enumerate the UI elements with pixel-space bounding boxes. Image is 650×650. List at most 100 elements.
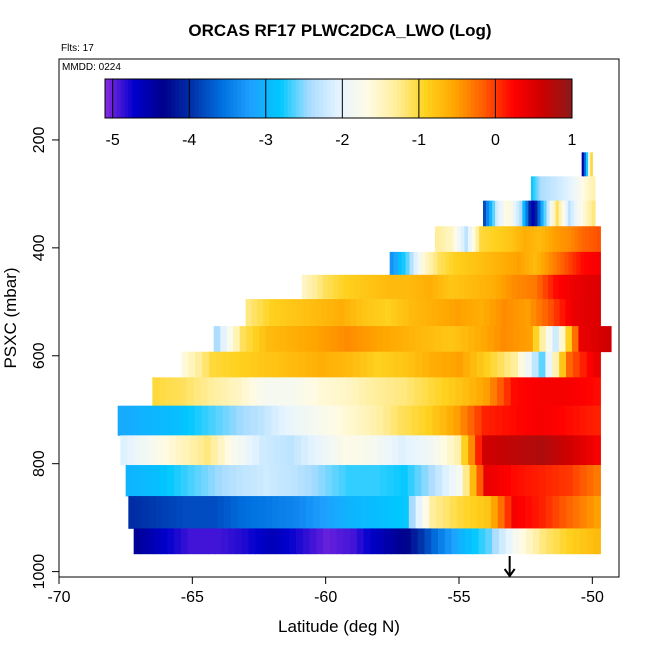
heat-cell bbox=[533, 176, 537, 202]
heat-cell bbox=[552, 496, 560, 529]
heat-cell bbox=[504, 351, 512, 378]
heat-cell bbox=[436, 496, 444, 529]
heat-cell bbox=[586, 465, 595, 497]
heat-cell bbox=[146, 465, 154, 497]
heat-cell bbox=[250, 405, 259, 436]
heat-cell bbox=[208, 465, 216, 497]
heat-cell bbox=[237, 496, 246, 529]
heat-cell bbox=[142, 496, 150, 529]
heat-cell bbox=[449, 226, 454, 253]
heat-cell bbox=[427, 274, 434, 300]
heat-cell bbox=[537, 176, 541, 202]
heat-cell bbox=[519, 326, 527, 353]
colorbar-segment bbox=[521, 79, 526, 118]
heat-cell bbox=[342, 435, 351, 466]
heat-cell bbox=[545, 465, 553, 497]
heat-cell bbox=[389, 251, 395, 276]
heat-cell bbox=[568, 176, 572, 202]
heat-cell bbox=[346, 351, 354, 378]
heat-cell bbox=[299, 496, 307, 529]
heat-cell bbox=[361, 299, 369, 327]
heat-cell bbox=[334, 405, 343, 436]
heat-cell bbox=[444, 528, 453, 555]
heat-cell bbox=[495, 274, 502, 300]
colorbar-segment bbox=[564, 79, 569, 118]
heat-cell bbox=[229, 405, 238, 436]
heat-cell bbox=[440, 435, 448, 466]
heat-cell bbox=[437, 251, 442, 276]
heat-cell bbox=[483, 465, 491, 497]
heat-cell bbox=[239, 326, 247, 353]
heat-cell bbox=[518, 299, 526, 327]
heat-cell bbox=[539, 176, 543, 202]
heat-cell bbox=[508, 251, 514, 276]
heat-cell bbox=[561, 176, 565, 202]
heat-cell bbox=[251, 299, 258, 327]
colorbar-segment bbox=[420, 79, 425, 118]
colorbar-segment bbox=[501, 79, 507, 118]
heat-cell bbox=[545, 377, 553, 407]
colorbar-segment bbox=[260, 79, 266, 118]
heat-cell bbox=[517, 351, 526, 378]
heat-cell bbox=[343, 528, 351, 555]
heat-cell bbox=[434, 377, 443, 407]
heat-cell bbox=[536, 299, 543, 327]
heat-cell bbox=[152, 377, 160, 407]
heat-cell bbox=[497, 465, 505, 497]
heat-cell bbox=[550, 176, 554, 202]
heat-cell bbox=[271, 405, 280, 436]
heat-cell bbox=[489, 200, 493, 227]
heat-cell bbox=[509, 405, 517, 436]
heat-cell bbox=[189, 496, 198, 529]
heat-cell bbox=[596, 251, 601, 276]
heat-cell bbox=[565, 465, 574, 497]
heat-cell bbox=[264, 351, 272, 378]
heat-cell bbox=[564, 251, 570, 276]
heat-cell bbox=[250, 351, 258, 378]
colorbar-segment bbox=[330, 79, 336, 118]
heat-cell bbox=[577, 299, 584, 327]
heat-cell bbox=[421, 251, 427, 276]
heat-cell bbox=[489, 435, 497, 466]
heat-cell bbox=[208, 405, 217, 436]
heat-cell bbox=[585, 200, 590, 227]
heat-cell bbox=[574, 226, 579, 253]
heat-cell bbox=[196, 435, 205, 466]
heat-cell bbox=[484, 496, 492, 529]
y-tick-label: 1000 bbox=[31, 554, 48, 590]
heat-cell bbox=[580, 528, 588, 555]
heat-cell bbox=[187, 528, 196, 555]
heat-cell bbox=[545, 226, 550, 253]
heat-cell bbox=[460, 299, 468, 327]
heat-cell bbox=[483, 377, 491, 407]
heat-cell bbox=[439, 405, 448, 436]
heat-cell bbox=[433, 251, 438, 276]
heat-cell bbox=[404, 405, 413, 436]
heat-cell bbox=[390, 405, 399, 436]
heat-cell bbox=[222, 405, 231, 436]
heat-cell bbox=[478, 528, 486, 555]
heat-cell bbox=[278, 326, 286, 353]
heat-cell bbox=[213, 326, 221, 353]
heat-cell bbox=[530, 405, 538, 436]
colorbar-segment bbox=[509, 79, 515, 118]
heat-cell bbox=[469, 377, 477, 407]
heat-cell bbox=[582, 200, 587, 227]
colorbar-segment bbox=[451, 79, 456, 118]
heat-cell bbox=[512, 251, 518, 276]
heat-cell bbox=[531, 176, 534, 202]
heat-cell bbox=[301, 435, 309, 466]
heatmap-cells bbox=[117, 152, 612, 555]
x-axis: -70 -65 -60 -55 -50 bbox=[47, 577, 604, 606]
heat-cell bbox=[504, 251, 510, 276]
heat-cell bbox=[546, 200, 551, 227]
heat-cell bbox=[193, 377, 202, 407]
heat-cell bbox=[318, 465, 326, 497]
heat-cell bbox=[475, 226, 480, 253]
heat-cell bbox=[570, 200, 575, 227]
heat-cell bbox=[320, 405, 329, 436]
heat-cell bbox=[539, 326, 547, 353]
heat-cell bbox=[441, 326, 449, 353]
heat-cell bbox=[415, 351, 423, 378]
heat-cell bbox=[298, 351, 306, 378]
